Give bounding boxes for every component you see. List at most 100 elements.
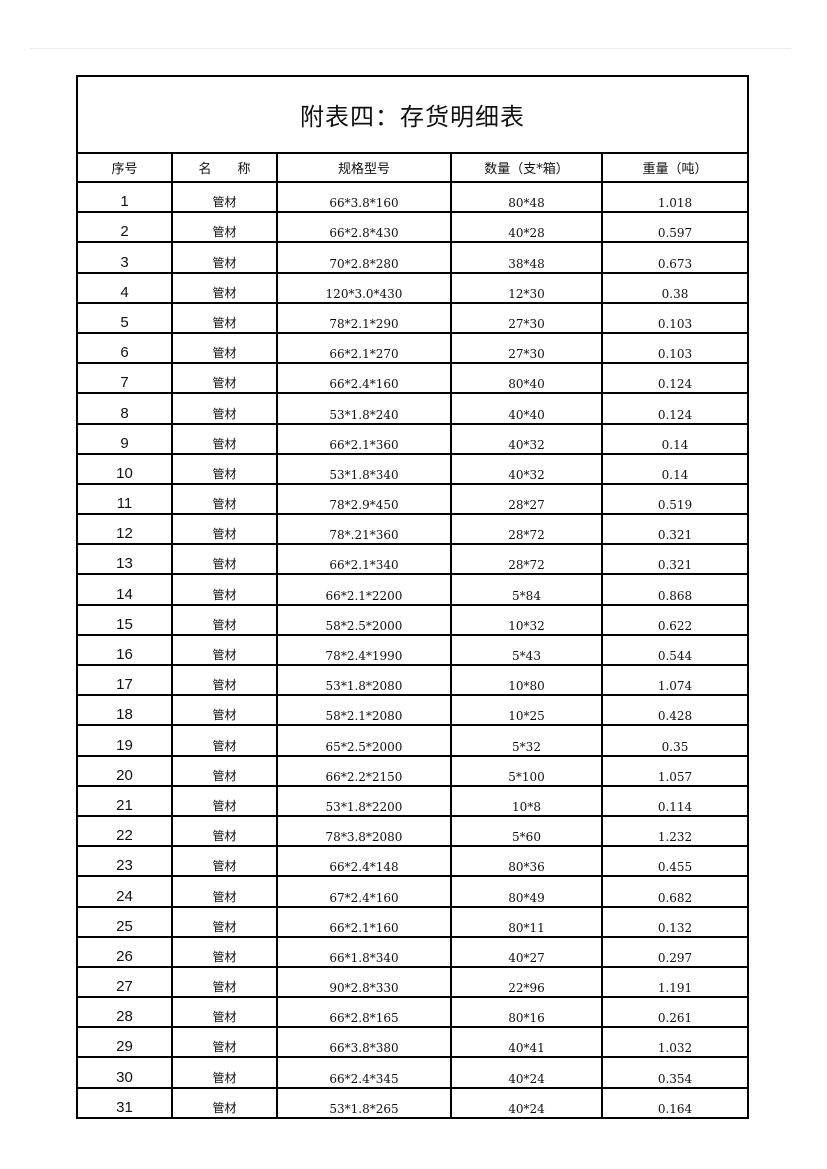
- cell-quantity: 40*32: [450, 422, 603, 455]
- table-row: 3 管材 70*2.8*280 38*48 0.673: [78, 241, 747, 274]
- cell-quantity: 40*28: [450, 211, 603, 244]
- cell-quantity: 5*84: [450, 573, 603, 606]
- cell-spec: 66*2.2*2150: [276, 754, 452, 787]
- cell-index: 27: [78, 965, 173, 999]
- table-row: 8 管材 53*1.8*240 40*40 0.124: [78, 392, 747, 425]
- cell-spec: 53*1.8*2200: [276, 784, 452, 817]
- cell-quantity: 12*30: [450, 271, 603, 304]
- cell-spec: 78*2.4*1990: [276, 633, 452, 667]
- cell-name: 管材: [171, 211, 278, 244]
- cell-index: 30: [78, 1056, 173, 1089]
- cell-name: 管材: [171, 543, 278, 576]
- cell-index: 4: [78, 271, 173, 304]
- cell-index: 28: [78, 996, 173, 1029]
- cell-spec: 66*2.8*165: [276, 996, 452, 1029]
- table-row: 17 管材 53*1.8*2080 10*80 1.074: [78, 663, 747, 697]
- cell-name: 管材: [171, 1056, 278, 1089]
- cell-spec: 66*2.4*160: [276, 362, 452, 395]
- cell-name: 管材: [171, 905, 278, 938]
- table-row: 11 管材 78*2.9*450 28*27 0.519: [78, 482, 747, 516]
- cell-name: 管材: [171, 724, 278, 757]
- cell-quantity: 5*100: [450, 754, 603, 787]
- table-row: 14 管材 66*2.1*2200 5*84 0.868: [78, 573, 747, 606]
- cell-name: 管材: [171, 573, 278, 606]
- table-row: 13 管材 66*2.1*340 28*72 0.321: [78, 543, 747, 576]
- table-row: 18 管材 58*2.1*2080 10*25 0.428: [78, 694, 747, 727]
- inventory-table: 序号 名 称 规格型号 数量（支*箱） 重量（吨） 1 管材 66*3.8*160 8…: [78, 154, 747, 1117]
- cell-name: 管材: [171, 422, 278, 455]
- cell-spec: 66*2.4*148: [276, 845, 452, 878]
- table-row: 19 管材 65*2.5*2000 5*32 0.35: [78, 724, 747, 757]
- table-row: 28 管材 66*2.8*165 80*16 0.261: [78, 996, 747, 1029]
- cell-name: 管材: [171, 513, 278, 546]
- cell-quantity: 40*41: [450, 1026, 603, 1059]
- cell-quantity: 10*25: [450, 694, 603, 727]
- table-row: 4 管材 120*3.0*430 12*30 0.38: [78, 271, 747, 304]
- table-row: 9 管材 66*2.1*360 40*32 0.14: [78, 422, 747, 455]
- cell-weight: 0.103: [601, 331, 747, 365]
- cell-weight: 0.35: [601, 724, 747, 757]
- cell-spec: 58*2.5*2000: [276, 603, 452, 636]
- inventory-table-sheet: 附表四：存货明细表 序号 名 称 规格型号 数量（支*箱） 重量（吨） 1 管材 6…: [76, 75, 749, 1119]
- cell-quantity: 40*24: [450, 1056, 603, 1089]
- cell-weight: 0.14: [601, 452, 747, 485]
- table-row: 15 管材 58*2.5*2000 10*32 0.622: [78, 603, 747, 636]
- table-row: 31 管材 53*1.8*265 40*24 0.164: [78, 1086, 747, 1117]
- table-row: 24 管材 67*2.4*160 80*49 0.682: [78, 875, 747, 908]
- cell-spec: 90*2.8*330: [276, 965, 452, 999]
- cell-index: 13: [78, 543, 173, 576]
- cell-index: 18: [78, 694, 173, 727]
- cell-spec: 70*2.8*280: [276, 241, 452, 274]
- cell-quantity: 28*27: [450, 482, 603, 516]
- cell-index: 3: [78, 241, 173, 274]
- cell-weight: 1.032: [601, 1026, 747, 1059]
- table-row: 2 管材 66*2.8*430 40*28 0.597: [78, 211, 747, 244]
- cell-quantity: 40*32: [450, 452, 603, 485]
- cell-weight: 1.232: [601, 814, 747, 848]
- cell-index: 6: [78, 331, 173, 365]
- table-row: 26 管材 66*1.8*340 40*27 0.297: [78, 935, 747, 968]
- cell-weight: 0.38: [601, 271, 747, 304]
- cell-index: 7: [78, 362, 173, 395]
- cell-weight: 0.321: [601, 543, 747, 576]
- cell-name: 管材: [171, 633, 278, 667]
- cell-spec: 66*2.1*360: [276, 422, 452, 455]
- cell-index: 1: [78, 180, 173, 214]
- cell-index: 19: [78, 724, 173, 757]
- cell-name: 管材: [171, 452, 278, 485]
- cell-quantity: 40*27: [450, 935, 603, 968]
- table-row: 20 管材 66*2.2*2150 5*100 1.057: [78, 754, 747, 787]
- cell-spec: 66*2.1*160: [276, 905, 452, 938]
- cell-name: 管材: [171, 271, 278, 304]
- cell-spec: 66*2.1*340: [276, 543, 452, 576]
- cell-index: 25: [78, 905, 173, 938]
- cell-weight: 0.261: [601, 996, 747, 1029]
- cell-name: 管材: [171, 996, 278, 1029]
- cell-index: 16: [78, 633, 173, 667]
- cell-spec: 66*3.8*380: [276, 1026, 452, 1059]
- cell-spec: 53*1.8*240: [276, 392, 452, 425]
- cell-spec: 78*2.9*450: [276, 482, 452, 516]
- cell-name: 管材: [171, 754, 278, 787]
- cell-name: 管材: [171, 663, 278, 697]
- cell-weight: 1.074: [601, 663, 747, 697]
- cell-index: 24: [78, 875, 173, 908]
- cell-weight: 0.164: [601, 1086, 747, 1117]
- cell-name: 管材: [171, 180, 278, 214]
- table-row: 10 管材 53*1.8*340 40*32 0.14: [78, 452, 747, 485]
- table-row: 29 管材 66*3.8*380 40*41 1.032: [78, 1026, 747, 1059]
- cell-name: 管材: [171, 1026, 278, 1059]
- header-quantity: 数量（支*箱）: [450, 154, 603, 183]
- cell-quantity: 80*16: [450, 996, 603, 1029]
- cell-name: 管材: [171, 301, 278, 334]
- header-name: 名 称: [171, 154, 278, 183]
- cell-weight: 0.124: [601, 362, 747, 395]
- table-row: 5 管材 78*2.1*290 27*30 0.103: [78, 301, 747, 334]
- cell-quantity: 5*60: [450, 814, 603, 848]
- cell-index: 17: [78, 663, 173, 697]
- table-row: 25 管材 66*2.1*160 80*11 0.132: [78, 905, 747, 938]
- table-row: 23 管材 66*2.4*148 80*36 0.455: [78, 845, 747, 878]
- cell-index: 26: [78, 935, 173, 968]
- table-row: 30 管材 66*2.4*345 40*24 0.354: [78, 1056, 747, 1089]
- cell-quantity: 28*72: [450, 513, 603, 546]
